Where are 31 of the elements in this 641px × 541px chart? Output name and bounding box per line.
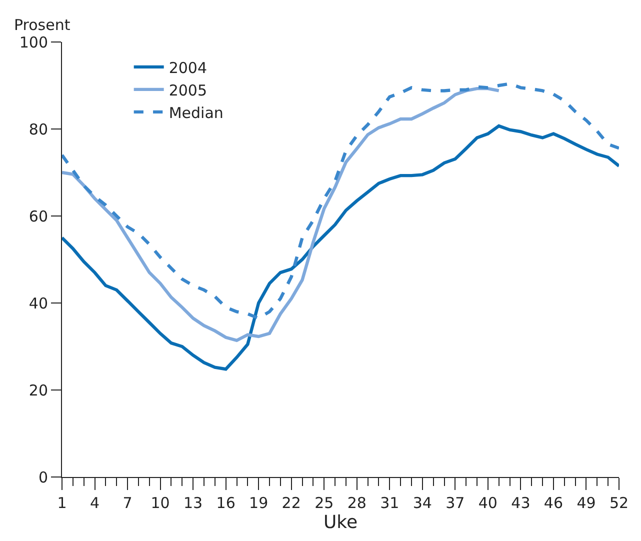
x-axis-title: Uke (323, 512, 358, 534)
x-tick-label: 34 (412, 494, 432, 512)
legend-label: Median (168, 104, 224, 122)
x-tick-label: 37 (446, 494, 465, 512)
x-tick-label: 40 (478, 494, 498, 512)
y-tick-label: 80 (28, 120, 48, 138)
x-tick-label: 4 (90, 494, 100, 512)
y-tick-label: 100 (19, 33, 48, 52)
x-tick-label: 10 (150, 494, 170, 512)
x-tick-label: 49 (576, 494, 596, 512)
y-tick-label: 40 (28, 294, 48, 312)
y-axis-title: Prosent (14, 16, 70, 34)
x-tick-label: 1 (57, 494, 67, 512)
y-tick-label: 20 (28, 381, 48, 400)
x-tick-label: 13 (184, 494, 203, 512)
x-tick-label: 16 (216, 494, 236, 512)
legend-label: 2005 (168, 81, 208, 100)
line-series (62, 82, 619, 320)
x-tick-label: 46 (544, 494, 564, 512)
x-tick-label: 7 (122, 494, 132, 512)
x-tick-label: 19 (249, 494, 268, 512)
x-tick-label: 22 (282, 494, 301, 512)
x-tick-label: 25 (314, 494, 334, 512)
line-series (62, 124, 619, 371)
x-tick-label: 31 (380, 494, 400, 512)
x-tick-label: 28 (347, 494, 366, 512)
y-tick-label: 60 (28, 207, 48, 226)
legend-label: 2004 (168, 58, 208, 77)
x-tick-label: 52 (609, 494, 629, 512)
x-tick-label: 43 (511, 494, 530, 512)
y-tick-label: 0 (38, 468, 48, 486)
